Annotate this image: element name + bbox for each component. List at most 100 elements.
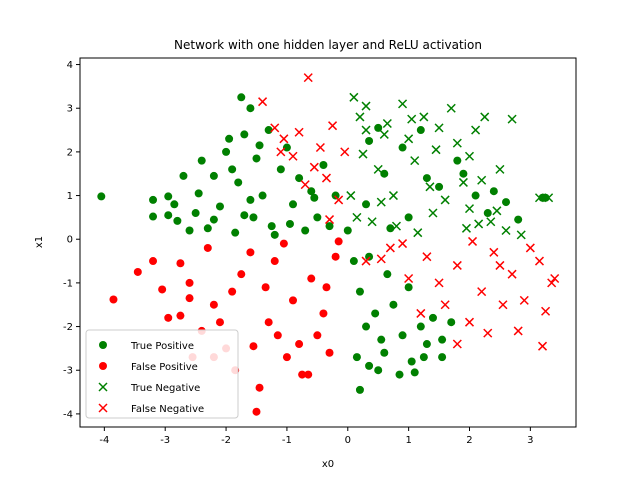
data-point [537, 341, 548, 351]
data-point [301, 226, 310, 235]
data-point [464, 151, 475, 161]
data-point [550, 273, 560, 284]
y-tick-label: -3 [63, 366, 73, 377]
data-point [319, 160, 328, 169]
data-point [355, 112, 365, 122]
data-point [279, 239, 288, 248]
data-point [365, 136, 374, 145]
data-point [410, 156, 420, 166]
data-point [514, 215, 523, 224]
y-tick-label: -1 [63, 278, 73, 289]
y-tick-label: 1 [67, 191, 73, 202]
data-point [422, 174, 431, 183]
data-point [416, 126, 425, 135]
data-point [164, 192, 173, 201]
data-point [516, 230, 526, 240]
data-point [289, 200, 298, 209]
data-point [246, 195, 255, 204]
data-point [170, 200, 179, 209]
legend-box [85, 329, 239, 419]
data-point [471, 191, 480, 200]
data-point [389, 300, 398, 309]
data-point [376, 197, 386, 207]
y-axis-ticks: -4 -3 -2 -1 0 1 2 3 4 [63, 60, 80, 420]
y-tick-label: 3 [67, 104, 73, 115]
data-point [310, 193, 319, 202]
data-point [252, 407, 261, 416]
legend: True Positive False Positive True Negative… [85, 329, 239, 419]
data-point [434, 278, 444, 288]
data-point [486, 217, 496, 227]
data-point [319, 309, 328, 318]
data-point [464, 204, 475, 214]
data-point [313, 213, 322, 222]
data-point [362, 322, 371, 331]
data-point [489, 247, 499, 257]
data-point [355, 385, 364, 394]
data-point [298, 370, 307, 379]
data-point [228, 165, 237, 174]
data-point [410, 368, 419, 377]
data-point [380, 169, 389, 178]
data-point [452, 138, 462, 148]
data-point [343, 226, 352, 235]
data-point [334, 195, 344, 205]
data-point [307, 274, 316, 283]
data-point [365, 252, 374, 261]
data-point [194, 189, 203, 198]
data-point [109, 295, 118, 304]
data-point [309, 162, 319, 172]
data-point [404, 134, 414, 144]
plot-frame [79, 57, 577, 428]
data-point [176, 259, 185, 268]
data-point [386, 224, 395, 233]
data-point [435, 182, 444, 191]
data-point [303, 73, 313, 83]
data-point [322, 283, 331, 292]
data-point [373, 164, 383, 174]
data-point [325, 222, 334, 231]
data-point [331, 191, 340, 200]
data-point [544, 193, 554, 203]
data-point [495, 164, 505, 174]
data-points [97, 73, 560, 416]
data-point [185, 226, 194, 235]
data-point [179, 171, 188, 180]
data-point [158, 285, 167, 294]
data-point [371, 309, 380, 318]
data-point [321, 173, 332, 183]
data-point [246, 104, 255, 113]
data-point [507, 114, 517, 124]
data-point [398, 143, 407, 152]
data-point [361, 256, 371, 266]
data-point [413, 228, 423, 238]
data-point [164, 313, 173, 322]
data-point [267, 222, 276, 231]
x-tick-label: 1 [405, 435, 411, 446]
data-point [438, 335, 447, 344]
data-point [374, 123, 383, 132]
data-point [376, 254, 386, 264]
data-point [279, 134, 289, 144]
data-point [513, 326, 523, 336]
data-point [237, 270, 246, 279]
y-axis-label: x1 [34, 236, 45, 248]
data-point [468, 236, 478, 246]
data-point [477, 175, 487, 185]
data-point [209, 171, 218, 180]
data-point [249, 213, 258, 222]
data-point [334, 237, 343, 246]
data-point [149, 212, 158, 221]
data-point [383, 270, 392, 279]
data-point [209, 300, 218, 309]
data-point [547, 278, 557, 288]
data-point [252, 154, 261, 163]
data-point [355, 287, 364, 296]
series-false-negative [258, 73, 560, 351]
data-point [231, 228, 240, 237]
legend-marker [98, 403, 108, 413]
data-point [407, 114, 417, 124]
data-point [273, 331, 282, 340]
data-point [461, 223, 471, 233]
